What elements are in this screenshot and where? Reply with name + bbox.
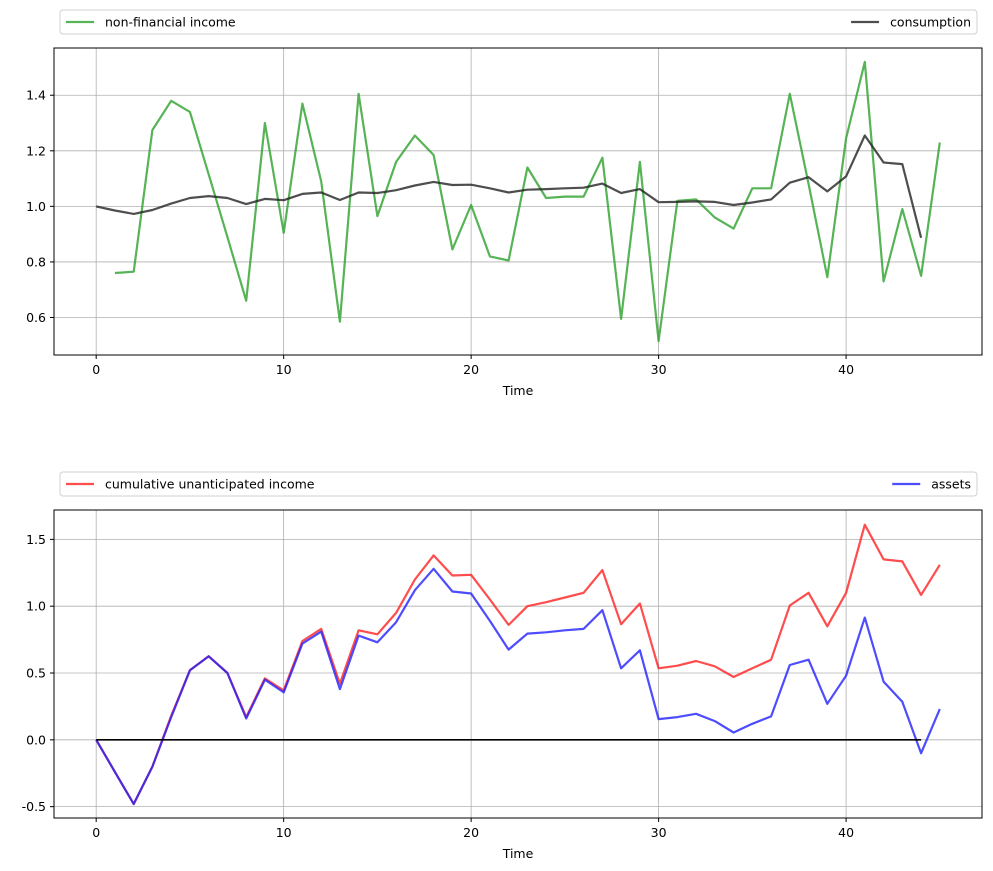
series-line-cumulative-unanticipated-income (95, 523, 941, 806)
x-tick-label: 10 (276, 825, 292, 840)
x-tick-label: 20 (463, 362, 479, 377)
y-tick-label: 0.0 (26, 732, 46, 747)
y-tick-label: 0.8 (26, 254, 46, 269)
y-tick-label: 1.4 (26, 88, 46, 103)
chart-1: 0 10 20 30 40 -0.5 0.0 0.5 1.0 1.5 Time cumulative … (22, 471, 983, 861)
y-tick-label: 1.2 (26, 143, 46, 158)
x-tick-label: 0 (92, 362, 100, 377)
y-tick-label: 0.6 (26, 310, 46, 325)
axes-frame (53, 47, 983, 356)
x-axis-label: Time (502, 846, 534, 861)
y-tick-label: 1.0 (26, 599, 46, 614)
legend-frame (59, 471, 978, 497)
x-tick-label: 40 (838, 362, 854, 377)
legend-label: assets (931, 477, 971, 492)
y-tick-label: 0.5 (26, 666, 46, 681)
x-tick-label: 30 (651, 825, 667, 840)
x-tick-label: 0 (92, 825, 100, 840)
series-line-consumption (95, 134, 923, 239)
legend-label: cumulative unanticipated income (105, 477, 315, 492)
chart-0: 0 10 20 30 40 0.6 0.8 1.0 1.2 1.4 Time non-financia… (26, 9, 983, 398)
x-tick-label: 40 (838, 825, 854, 840)
x-tick-label: 20 (463, 825, 479, 840)
series-line-non-financial-income (114, 60, 941, 343)
y-tick-label: -0.5 (22, 799, 46, 814)
x-axis-label: Time (502, 383, 534, 398)
series-line-assets (95, 567, 941, 806)
legend: cumulative unanticipated income assets (59, 471, 978, 497)
x-tick-label: 30 (651, 362, 667, 377)
axes-frame (53, 509, 983, 819)
x-tick-label: 10 (276, 362, 292, 377)
legend: non-financial income consumption (59, 9, 978, 35)
legend-frame (59, 9, 978, 35)
y-tick-label: 1.0 (26, 199, 46, 214)
legend-label: consumption (890, 15, 971, 30)
y-tick-label: 1.5 (26, 532, 46, 547)
legend-label: non-financial income (105, 15, 236, 30)
